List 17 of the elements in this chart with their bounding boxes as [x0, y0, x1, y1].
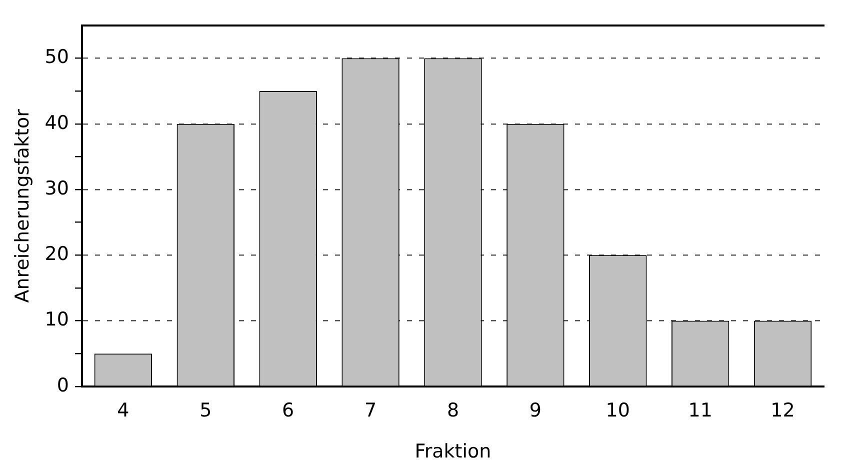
y-axis-title: Anreicherungsfaktor: [11, 108, 34, 303]
x-tick-label: 10: [606, 400, 630, 422]
x-tick-label: 5: [200, 400, 212, 422]
y-tick-label: 0: [56, 374, 69, 396]
x-tick-label: 6: [282, 400, 294, 422]
x-tick-label: 8: [446, 400, 460, 422]
x-tick-label: 12: [770, 400, 795, 422]
x-tick-label: 11: [688, 400, 712, 422]
y-tick-label: 40: [44, 112, 69, 134]
x-axis-title: Fraktion: [414, 440, 492, 463]
y-tick-label: 10: [44, 308, 69, 331]
y-tick-label: 50: [44, 46, 69, 68]
x-tick-label: 9: [529, 400, 542, 422]
y-tick-label: 20: [44, 243, 69, 266]
y-tick-label: 30: [44, 177, 69, 200]
x-tick-label: 7: [364, 400, 377, 422]
x-tick-label: 4: [117, 400, 130, 422]
